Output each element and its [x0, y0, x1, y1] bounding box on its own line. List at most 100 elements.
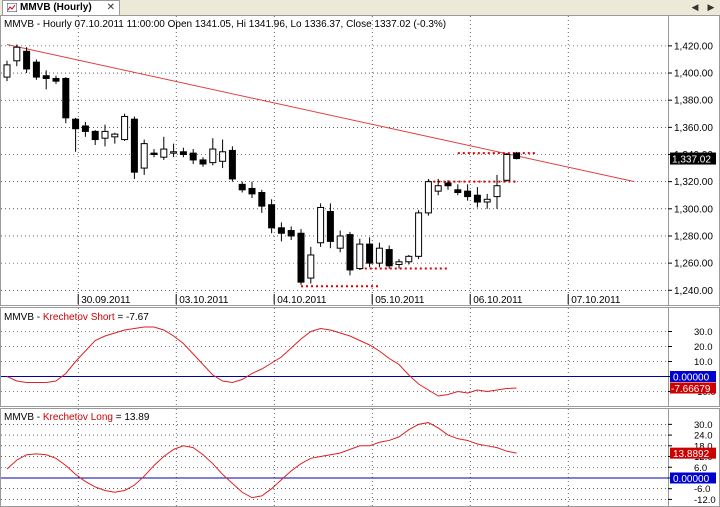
short-tick-label: 20.0: [694, 342, 713, 353]
short-tick-label: 30.0: [694, 327, 713, 338]
price-tick-label: 1,400.00: [674, 69, 713, 80]
candle: [297, 229, 305, 285]
price-panel-header: MMVB - Hourly 07.10.2011 11:00:00 Open 1…: [4, 19, 446, 30]
candle-body: [13, 46, 21, 62]
candle: [32, 59, 40, 80]
candle: [424, 178, 432, 216]
price-tick-label: 1,320.00: [674, 177, 713, 188]
price-tick-label: 1,360.00: [674, 123, 713, 134]
candle: [395, 259, 403, 269]
candle-body: [444, 182, 452, 187]
last-price-badge: [670, 152, 716, 165]
candle: [209, 138, 217, 166]
long-zero-label: 0.00000: [673, 474, 710, 485]
candle-body: [121, 115, 129, 141]
candle-body: [513, 152, 521, 160]
candle-body: [415, 212, 423, 257]
candle-body: [454, 189, 462, 194]
chart-area[interactable]: 1,420.001,400.001,380.001,360.001,340.00…: [0, 15, 720, 507]
candle: [405, 254, 413, 265]
long-zero-badge: [670, 472, 716, 484]
trendline: [6, 44, 635, 183]
candle-body: [160, 148, 168, 158]
candle-body: [111, 133, 119, 138]
long-panel-frame: [0, 408, 669, 507]
candle-body: [81, 125, 89, 132]
candle-body: [228, 149, 236, 180]
candle-body: [268, 204, 276, 229]
candle-body: [189, 152, 197, 161]
candle: [473, 187, 481, 208]
long-tick-label: -6.0: [694, 484, 710, 495]
candle-body: [424, 181, 432, 214]
close-icon[interactable]: ✕: [106, 2, 115, 13]
price-panel-frame: [0, 15, 669, 306]
candle: [277, 222, 285, 242]
candle: [160, 136, 168, 160]
candle: [464, 184, 472, 201]
candle-body: [3, 64, 11, 78]
price-tick-label: 1,300.00: [674, 204, 713, 215]
candle: [238, 181, 246, 193]
candle-body: [375, 247, 383, 264]
candle: [72, 117, 80, 152]
candle-body: [170, 151, 178, 154]
long-tick-label: 18.0: [694, 441, 713, 452]
date-tick-label: 03.10.2011: [179, 295, 229, 306]
long-tick-label: -12.0: [694, 495, 716, 506]
candle: [179, 147, 187, 158]
candle-body: [140, 143, 148, 169]
candle: [199, 157, 207, 167]
candle-body: [464, 190, 472, 198]
tab-bar: MMVB (Hourly) ✕ ◀ ▶: [0, 0, 720, 16]
long-value-label: 13.8892: [673, 449, 710, 460]
candle-body: [366, 243, 374, 264]
candle-body: [209, 148, 217, 164]
candle: [91, 130, 99, 145]
candle: [375, 242, 383, 268]
candle-body: [326, 211, 334, 242]
candle: [42, 70, 50, 90]
candle: [415, 210, 423, 260]
candle-body: [238, 183, 246, 191]
candle: [140, 139, 148, 175]
candle-body: [219, 151, 227, 162]
candle-body: [52, 77, 60, 82]
tab-mmvb-hourly[interactable]: MMVB (Hourly) ✕: [2, 0, 120, 15]
candle: [189, 149, 197, 164]
candle-body: [42, 75, 50, 79]
candle-body: [62, 77, 70, 119]
candle: [62, 77, 70, 124]
candle-body: [199, 159, 207, 165]
candle-body: [434, 185, 442, 192]
candle: [111, 132, 119, 144]
candle-body: [258, 192, 266, 207]
candle: [356, 238, 364, 270]
candle: [81, 121, 89, 137]
candle-body: [72, 118, 80, 130]
tab-title: MMVB (Hourly): [20, 2, 92, 13]
candle-body: [336, 235, 344, 249]
candle-body: [101, 130, 109, 139]
scroll-left-icon[interactable]: ◀: [691, 2, 699, 12]
long-series-line: [6, 422, 517, 499]
short-zero-label: 0.00000: [673, 373, 710, 384]
candle-body: [287, 230, 295, 237]
candle: [483, 193, 491, 209]
candle: [434, 178, 442, 196]
candle-body: [91, 130, 99, 141]
date-tick-label: 05.10.2011: [375, 295, 425, 306]
candle: [346, 231, 354, 276]
candle-body: [356, 243, 364, 270]
short-zero-badge: [670, 371, 716, 382]
candle: [513, 151, 521, 160]
long-header-prefix: MMVB -: [4, 412, 43, 423]
candle-body: [23, 50, 31, 70]
candle-body: [395, 261, 403, 265]
candle: [101, 124, 109, 147]
scroll-right-icon[interactable]: ▶: [707, 2, 715, 12]
chart-icon: [7, 2, 17, 12]
candle-body: [317, 206, 325, 244]
candle-body: [346, 234, 354, 271]
price-tick-label: 1,260.00: [674, 259, 713, 270]
